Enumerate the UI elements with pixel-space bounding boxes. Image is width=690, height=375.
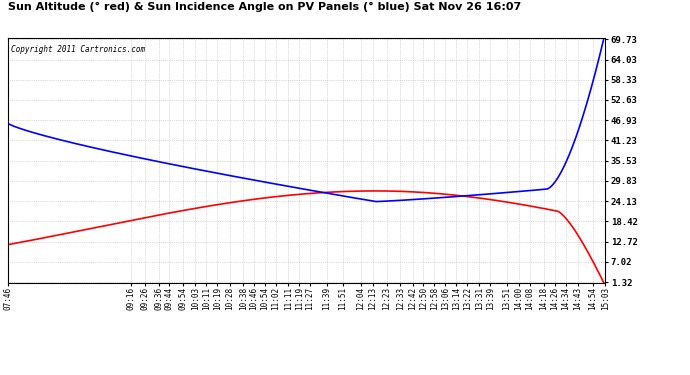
Text: Copyright 2011 Cartronics.com: Copyright 2011 Cartronics.com (11, 45, 146, 54)
Text: Sun Altitude (° red) & Sun Incidence Angle on PV Panels (° blue) Sat Nov 26 16:0: Sun Altitude (° red) & Sun Incidence Ang… (8, 2, 522, 12)
